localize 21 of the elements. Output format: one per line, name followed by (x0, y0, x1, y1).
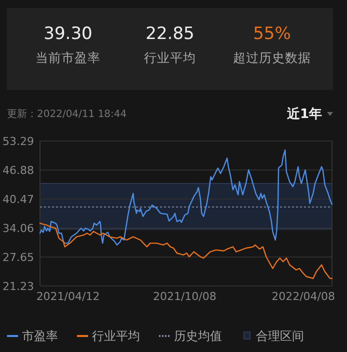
y-tick-label: 53.29 (2, 135, 34, 148)
text: 当前市盈率 (36, 50, 100, 65)
x-tick-label: 2022/04/08 (272, 290, 336, 303)
text: 行业平均 (144, 50, 196, 65)
text: 39.30 (44, 24, 92, 44)
legend-label: 历史均值 (174, 329, 222, 343)
y-tick-label: 40.47 (2, 192, 34, 206)
text: 超过历史数据 (233, 50, 311, 65)
text: 近1年 (286, 106, 322, 122)
text: 22.85 (146, 24, 194, 44)
y-tick-label: 21.23 (2, 280, 34, 293)
x-tick-label: 2021/10/08 (152, 290, 216, 303)
legend-label: 行业平均 (92, 329, 140, 343)
chart-subtitle: 更新：2022/04/11 18:44 (7, 108, 127, 120)
legend-label: 合理区间 (256, 329, 304, 343)
legend-label: 市盈率 (22, 329, 58, 343)
y-tick-label: 27.65 (2, 250, 34, 264)
text: 55% (253, 24, 291, 44)
y-tick-label: 34.06 (2, 222, 34, 235)
x-tick-label: 2021/04/12 (36, 290, 100, 303)
y-tick-label: 46.88 (2, 164, 34, 177)
